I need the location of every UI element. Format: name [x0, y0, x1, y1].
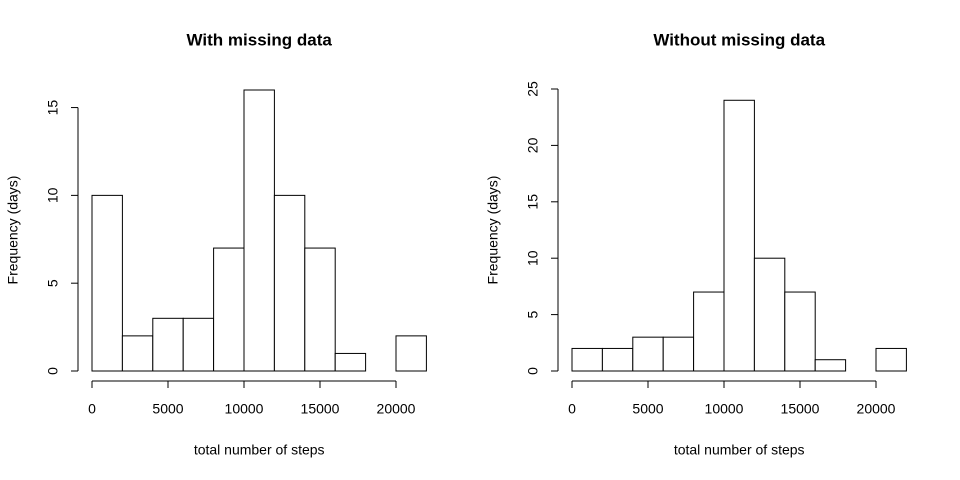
- bar: [304, 247, 336, 372]
- bar: [182, 317, 215, 372]
- bar: [395, 335, 427, 372]
- y-tick-label: 15: [45, 100, 61, 116]
- bar: [632, 336, 664, 372]
- x-tick-label: 5000: [152, 401, 183, 417]
- bar: [753, 257, 786, 372]
- bar: [814, 359, 847, 372]
- y-tick-label: 0: [525, 367, 541, 375]
- x-tick-label: 10000: [705, 401, 744, 417]
- bar: [571, 347, 603, 372]
- y-tick-label: 5: [45, 279, 61, 287]
- y-axis-label: Frequency (days): [485, 176, 501, 285]
- bar: [152, 317, 184, 372]
- bar: [723, 99, 755, 372]
- x-axis-label: total number of steps: [194, 442, 325, 458]
- x-tick-label: 5000: [632, 401, 663, 417]
- bar: [875, 347, 907, 372]
- chart-title: Without missing data: [653, 30, 825, 49]
- bar: [601, 347, 634, 372]
- y-axis-label: Frequency (days): [5, 176, 21, 285]
- bar: [121, 335, 154, 372]
- bar: [693, 291, 725, 372]
- chart-title: With missing data: [187, 30, 333, 49]
- x-tick-label: 10000: [225, 401, 264, 417]
- x-tick-label: 15000: [781, 401, 820, 417]
- y-tick-label: 20: [525, 137, 541, 153]
- y-tick-label: 25: [525, 81, 541, 97]
- bar: [273, 194, 306, 372]
- y-tick-label: 5: [525, 310, 541, 318]
- bar: [213, 247, 245, 372]
- x-tick-label: 20000: [857, 401, 896, 417]
- bar: [334, 352, 367, 372]
- x-tick-label: 0: [568, 401, 576, 417]
- x-tick-label: 0: [88, 401, 96, 417]
- bar: [662, 336, 695, 372]
- y-tick-label: 0: [45, 367, 61, 375]
- y-tick-label: 10: [45, 187, 61, 203]
- y-tick-label: 10: [525, 250, 541, 266]
- x-axis-label: total number of steps: [674, 442, 805, 458]
- x-tick-label: 15000: [301, 401, 340, 417]
- bar: [784, 291, 816, 372]
- y-tick-label: 15: [525, 194, 541, 210]
- bar: [91, 194, 123, 372]
- bar: [243, 89, 275, 372]
- x-tick-label: 20000: [377, 401, 416, 417]
